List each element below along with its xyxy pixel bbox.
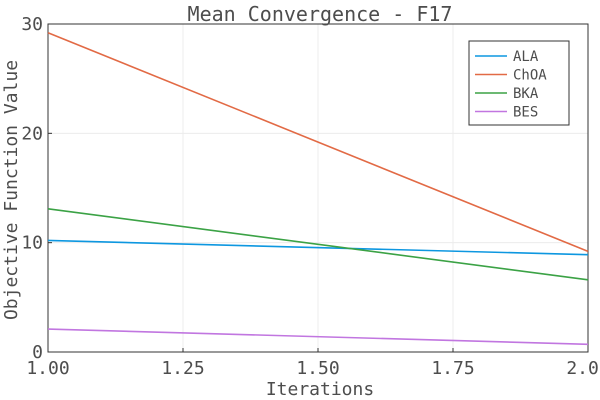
x-tick-label: 1.75 bbox=[431, 358, 474, 379]
legend: ALA ChOA BKA BES bbox=[468, 40, 570, 126]
y-tick-label: 10 bbox=[21, 233, 43, 254]
x-tick-label: 1.25 bbox=[161, 358, 204, 379]
x-tick-label: 2.00 bbox=[566, 358, 600, 379]
legend-label-bka: BKA bbox=[513, 86, 539, 102]
x-tick-label: 1.00 bbox=[26, 358, 69, 379]
y-axis-label: Objective Function Value bbox=[1, 60, 22, 320]
legend-label-bes: BES bbox=[513, 105, 538, 121]
series-group bbox=[47, 32, 589, 346]
legend-label-choa: ChOA bbox=[513, 68, 547, 84]
legend-label-ala: ALA bbox=[513, 49, 539, 65]
x-tick-label: 1.50 bbox=[296, 358, 339, 379]
y-tick-label: 30 bbox=[21, 14, 43, 35]
x-axis-label: Iterations bbox=[266, 379, 374, 400]
series-line-ala bbox=[47, 239, 589, 256]
series-line-choa bbox=[47, 32, 589, 253]
tick-labels: 1.00 1.25 1.50 1.75 2.00 0 10 20 30 bbox=[21, 14, 600, 379]
series-line-bes bbox=[47, 328, 589, 346]
chart-title: Mean Convergence - F17 bbox=[188, 2, 453, 26]
series-line-bka bbox=[47, 207, 589, 281]
y-tick-label: 20 bbox=[21, 123, 43, 144]
y-tick-label: 0 bbox=[32, 342, 43, 363]
